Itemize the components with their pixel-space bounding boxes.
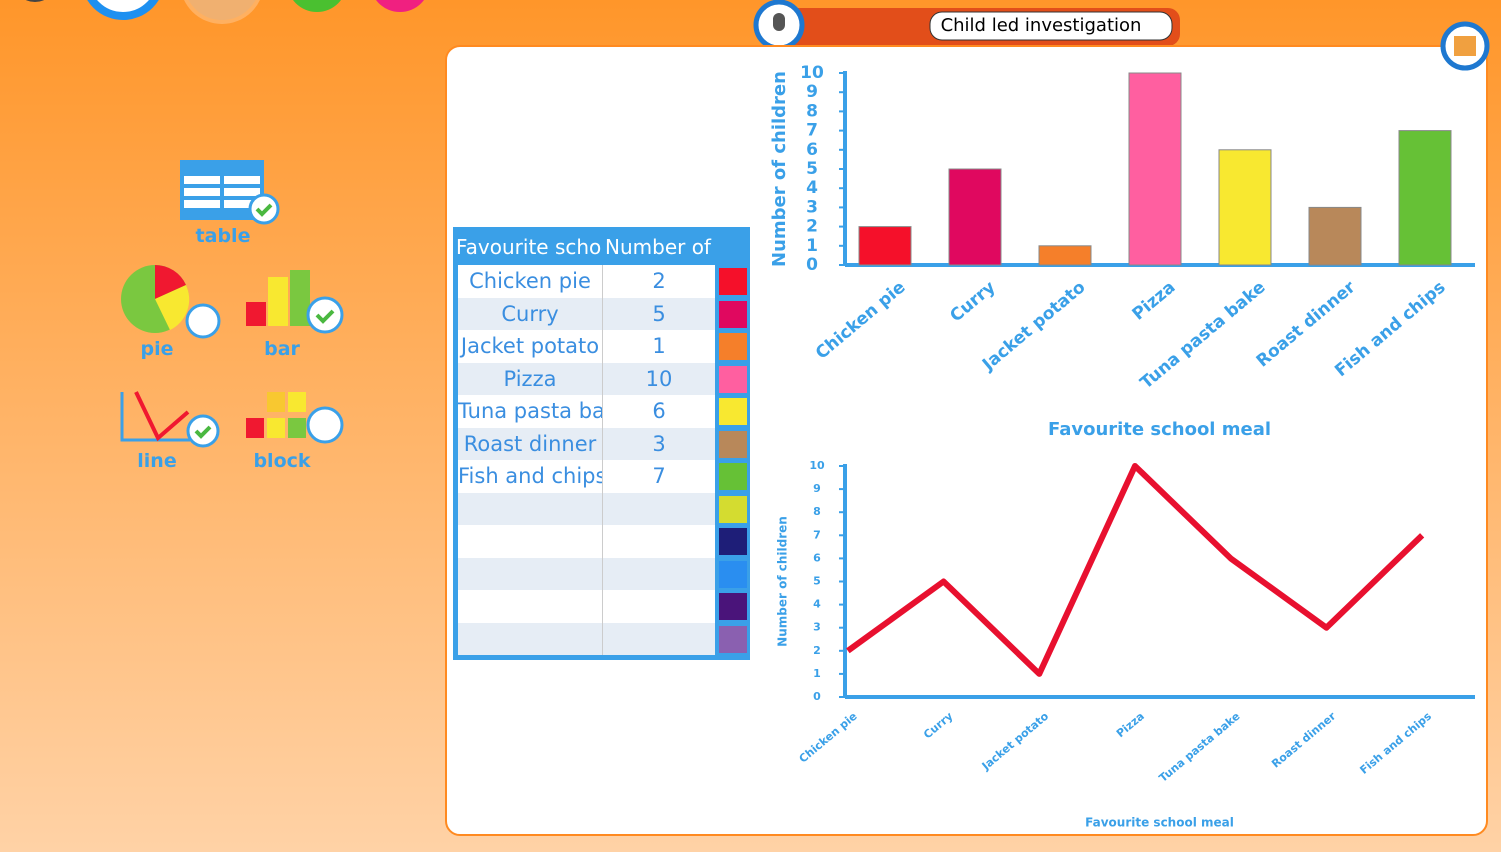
table-cell bbox=[458, 525, 603, 558]
y-tick-label: 4 bbox=[813, 598, 821, 611]
table-cell: 2 bbox=[603, 265, 715, 298]
tool-label[interactable]: line bbox=[137, 450, 177, 472]
y-tick-label: 4 bbox=[806, 178, 818, 198]
button[interactable] bbox=[370, 0, 430, 12]
y-tick-label: 3 bbox=[813, 621, 821, 634]
table-cell: 5 bbox=[603, 297, 715, 330]
bar bbox=[948, 168, 1002, 266]
table-header: Favourite school meal bbox=[456, 235, 601, 259]
bar bbox=[858, 226, 912, 266]
corner-icon bbox=[1454, 36, 1476, 56]
y-tick-label: 0 bbox=[813, 690, 821, 703]
table-cell: Tuna pasta bake bbox=[458, 395, 603, 428]
table-cell: Roast dinner bbox=[458, 427, 603, 460]
y-tick-label: 5 bbox=[813, 575, 821, 588]
y-tick-label: 7 bbox=[813, 528, 821, 541]
table-cell bbox=[458, 557, 603, 590]
y-tick-label: 3 bbox=[806, 197, 818, 217]
table-cell bbox=[458, 622, 603, 655]
table-cell: 10 bbox=[603, 362, 715, 395]
line bbox=[846, 463, 1425, 677]
x-axis-title: Favourite school meal bbox=[1048, 419, 1271, 440]
bar bbox=[1038, 245, 1092, 266]
table-cell bbox=[603, 590, 715, 623]
y-axis-title: Number of children bbox=[776, 516, 790, 647]
y-axis-title: Number of children bbox=[769, 71, 790, 267]
color-swatch bbox=[719, 398, 747, 425]
color-swatch bbox=[719, 365, 747, 393]
table-icon[interactable] bbox=[180, 160, 280, 225]
y-tick-label: 10 bbox=[809, 459, 825, 472]
color-swatch bbox=[719, 625, 747, 653]
y-tick-label: 8 bbox=[806, 101, 818, 121]
bar bbox=[1398, 130, 1452, 266]
y-tick-label: 7 bbox=[806, 121, 818, 141]
button[interactable] bbox=[182, 0, 262, 24]
table-cell bbox=[603, 525, 715, 558]
table-cell: Fish and chips bbox=[458, 460, 603, 493]
color-swatch bbox=[719, 528, 747, 555]
button[interactable] bbox=[13, 0, 57, 2]
color-swatch bbox=[719, 560, 747, 588]
table-cell bbox=[603, 492, 715, 525]
table-cell: 3 bbox=[603, 427, 715, 460]
y-tick-label: 2 bbox=[806, 217, 818, 237]
table-cell: Pizza bbox=[458, 362, 603, 395]
bar bbox=[1218, 149, 1272, 266]
line-icon[interactable] bbox=[120, 391, 220, 448]
color-swatch bbox=[719, 495, 747, 523]
y-tick-label: 1 bbox=[806, 236, 818, 256]
y-tick-label: 6 bbox=[806, 140, 818, 160]
mic-icon bbox=[773, 13, 785, 31]
title: Child led investigation bbox=[941, 15, 1142, 36]
y-tick-label: 2 bbox=[813, 644, 821, 657]
tool-label[interactable]: pie bbox=[140, 338, 174, 360]
y-tick-label: 9 bbox=[813, 482, 821, 495]
y-tick-label: 0 bbox=[806, 255, 818, 275]
y-tick-label: 6 bbox=[813, 551, 821, 564]
table-cell bbox=[458, 590, 603, 623]
color-swatch bbox=[719, 268, 747, 295]
pie-icon[interactable] bbox=[121, 265, 221, 339]
table-header: Number of children bbox=[605, 235, 717, 259]
x-axis-title: Favourite school meal bbox=[1085, 816, 1234, 830]
y-tick-label: 1 bbox=[813, 667, 821, 680]
bar bbox=[1308, 206, 1362, 266]
y-tick-label: 9 bbox=[806, 82, 818, 102]
table-cell: Chicken pie bbox=[458, 265, 603, 298]
tool-label[interactable]: block bbox=[253, 450, 311, 472]
y-tick-label: 8 bbox=[813, 505, 821, 518]
color-swatch bbox=[719, 300, 747, 328]
button[interactable] bbox=[287, 0, 347, 12]
button[interactable] bbox=[85, 0, 161, 20]
table-cell: Curry bbox=[458, 297, 603, 330]
table-cell: 1 bbox=[603, 330, 715, 363]
color-swatch bbox=[719, 333, 747, 360]
data-table: Favourite school meal Number of children… bbox=[453, 227, 750, 660]
table-cell bbox=[603, 622, 715, 655]
tool-label[interactable]: bar bbox=[264, 338, 300, 360]
block-icon[interactable] bbox=[246, 392, 344, 444]
tool-label[interactable]: table bbox=[195, 225, 251, 247]
table-cell bbox=[458, 492, 603, 525]
color-swatch bbox=[719, 430, 747, 458]
y-tick-label: 10 bbox=[800, 63, 824, 83]
bar-icon[interactable] bbox=[246, 270, 344, 334]
table-cell: 6 bbox=[603, 395, 715, 428]
table-cell bbox=[603, 557, 715, 590]
color-swatch bbox=[719, 593, 747, 620]
table-cell: 7 bbox=[603, 460, 715, 493]
bar bbox=[1128, 72, 1182, 266]
y-tick-label: 5 bbox=[806, 159, 818, 179]
color-swatch bbox=[719, 463, 747, 490]
table-cell: Jacket potato bbox=[458, 330, 603, 363]
title-field[interactable] bbox=[929, 11, 1173, 41]
